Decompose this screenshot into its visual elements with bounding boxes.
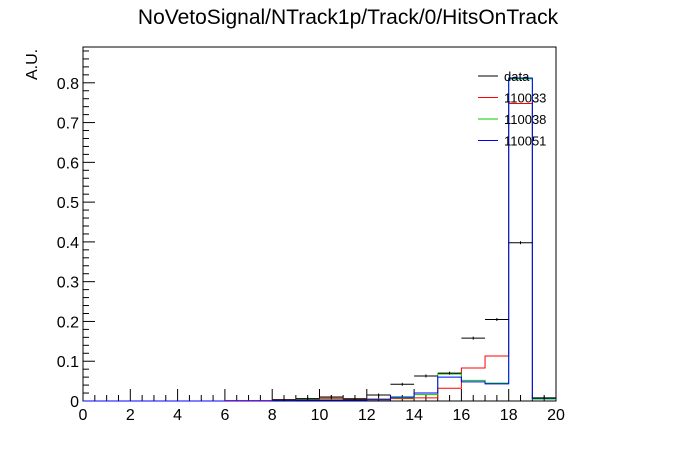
y-axis: 0 0.1 0.2 0.3 0.4 0.5 0.6 0.7 0.8 xyxy=(57,50,95,411)
data-point xyxy=(295,397,320,401)
x-tick-label: 2 xyxy=(126,407,135,424)
series-data xyxy=(272,241,556,402)
x-tick-label: 20 xyxy=(547,407,565,424)
legend-label: 110038 xyxy=(504,112,546,127)
legend-entry-110051: 110051 xyxy=(478,134,546,149)
plot-frame xyxy=(82,46,557,402)
data-point xyxy=(485,317,509,321)
data-point xyxy=(508,241,533,245)
series-110051 xyxy=(83,77,556,402)
data-point xyxy=(366,393,391,397)
y-tick-label: 0.2 xyxy=(57,314,79,331)
y-tick-label: 0.1 xyxy=(57,354,79,371)
x-tick-label: 10 xyxy=(311,407,329,424)
legend-label: 110033 xyxy=(504,91,546,106)
chart-title: NoVetoSignal/NTrack1p/Track/0/HitsOnTrac… xyxy=(138,6,559,29)
x-tick-label: 16 xyxy=(453,407,471,424)
x-tick-label: 12 xyxy=(358,407,376,424)
y-tick-label: 0.6 xyxy=(57,155,79,172)
y-tick-label: 0.5 xyxy=(57,195,79,212)
data-point xyxy=(532,396,556,400)
x-tick-label: 4 xyxy=(173,407,182,424)
series-line-110038 xyxy=(83,78,556,402)
series-110033 xyxy=(83,102,556,402)
legend-entry-110038: 110038 xyxy=(478,112,546,127)
legend-label: data xyxy=(504,69,530,84)
x-tick-label: 6 xyxy=(220,407,229,424)
y-tick-label: 0.3 xyxy=(57,275,79,292)
y-tick-label: 0 xyxy=(70,394,79,411)
y-axis-label: A.U. xyxy=(24,49,41,80)
data-point xyxy=(437,371,462,375)
x-axis: 0 2 4 6 8 10 12 14 16 18 20 xyxy=(79,389,565,424)
y-tick-label: 0.4 xyxy=(57,235,79,252)
legend-entry-data: data xyxy=(478,69,530,84)
data-point xyxy=(272,398,296,402)
x-tick-label: 18 xyxy=(500,407,518,424)
data-point xyxy=(390,382,415,386)
series-line-110051 xyxy=(83,77,556,402)
series-line-110033 xyxy=(83,102,556,402)
data-point xyxy=(414,374,438,378)
legend-entry-110033: 110033 xyxy=(478,91,546,106)
series-110038 xyxy=(83,78,556,402)
plot-border xyxy=(82,46,557,402)
data-point xyxy=(461,336,486,340)
y-tick-label: 0.7 xyxy=(57,116,79,133)
x-tick-label: 14 xyxy=(405,407,423,424)
x-tick-label: 8 xyxy=(268,407,277,424)
legend: data 110033 110038 110051 xyxy=(478,69,546,149)
legend-label: 110051 xyxy=(504,134,546,149)
x-tick-label: 0 xyxy=(79,407,88,424)
y-tick-label: 0.8 xyxy=(57,76,79,93)
series-layer xyxy=(83,77,556,402)
data-point xyxy=(319,395,344,399)
data-point xyxy=(343,397,367,401)
